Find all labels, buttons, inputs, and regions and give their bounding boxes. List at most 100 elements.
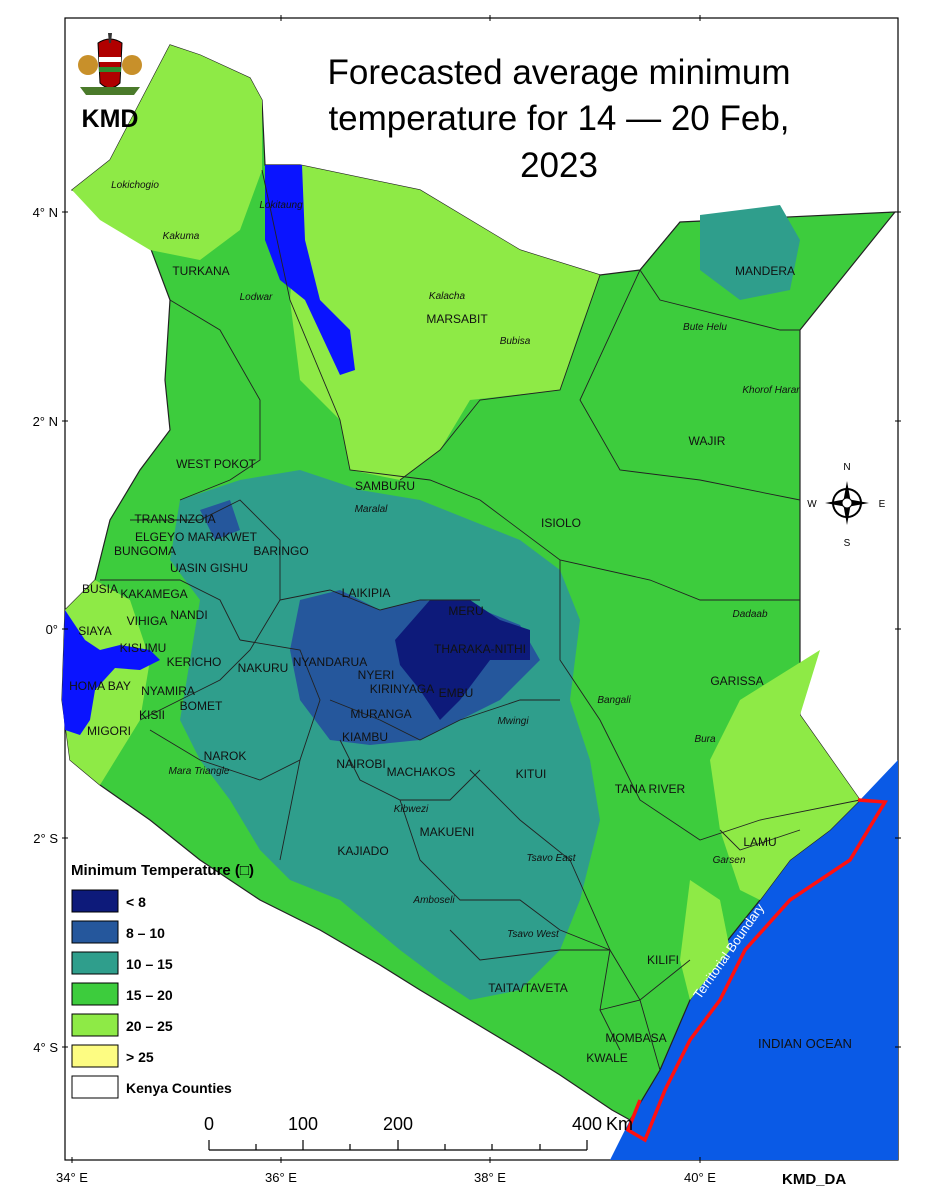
scale-tick: 0 [204, 1114, 214, 1134]
legend-counties-label: Kenya Counties [126, 1080, 232, 1096]
lon-label: 34° E [56, 1170, 88, 1185]
county-label: THARAKA-NITHI [434, 642, 526, 656]
scale-unit: Km [606, 1114, 633, 1134]
county-label: KITUI [516, 767, 547, 781]
town-label: Tsavo West [507, 929, 560, 940]
compass-s: S [844, 538, 851, 549]
map-title-line-3: 2023 [520, 146, 598, 185]
longitude-axis: 34° E 36° E 38° E 40° E [56, 15, 716, 1185]
county-label: BUNGOMA [114, 544, 176, 558]
scale-bar: 0 100 200 400 Km [204, 1114, 633, 1151]
county-label: TURKANA [172, 264, 229, 278]
town-label: Amboseli [412, 895, 455, 906]
legend-label: 20 – 25 [126, 1018, 173, 1034]
ocean-label: INDIAN OCEAN [758, 1036, 852, 1051]
county-label: MANDERA [735, 264, 795, 278]
county-label: MACHAKOS [387, 765, 456, 779]
compass-e: E [879, 499, 886, 510]
lake-victoria [62, 610, 160, 735]
town-label: Tsavo East [526, 853, 576, 864]
county-label: BUSIA [82, 582, 118, 596]
county-label: SAMBURU [355, 479, 415, 493]
scale-tick: 200 [383, 1114, 413, 1134]
county-label: GARISSA [710, 674, 763, 688]
county-label: EMBU [439, 686, 474, 700]
legend-label: < 8 [126, 894, 146, 910]
latitude-axis: 4° N 2° N 0° 2° S 4° S [33, 205, 901, 1055]
county-label: BOMET [180, 699, 223, 713]
town-label: Dadaab [732, 609, 767, 620]
town-label: Lodwar [240, 292, 273, 303]
town-label: Bubisa [500, 336, 531, 347]
town-label: Garsen [713, 855, 746, 866]
zone-8-10-west [200, 500, 240, 540]
scale-tick: 400 [572, 1114, 602, 1134]
zone-20-25 [62, 45, 860, 1000]
county-label: NAROK [204, 749, 247, 763]
map-title-line-2: temperature for 14 — 20 Feb, [328, 99, 789, 138]
county-label: KIRINYAGA [370, 682, 434, 696]
county-label: NAIROBI [336, 757, 385, 771]
county-label: WAJIR [689, 434, 726, 448]
county-label: NAKURU [238, 661, 289, 675]
town-label: Kalacha [429, 291, 466, 302]
town-label: Bute Helu [683, 322, 727, 333]
town-labels: Lokichogio Kakuma Lodwar Lokitaung Kalac… [111, 180, 800, 940]
county-label: UASIN GISHU [170, 561, 248, 575]
credit-label: KMD_DA [782, 1171, 846, 1188]
legend-label: 15 – 20 [126, 987, 173, 1003]
county-label: TRANS-NZOIA [134, 512, 215, 526]
county-label: SIAYA [78, 624, 112, 638]
county-label: LAIKIPIA [342, 586, 391, 600]
town-label: Mwingi [497, 716, 529, 727]
legend-swatch [71, 920, 119, 944]
county-label: KISII [139, 708, 165, 722]
kmd-logo-text: KMD [82, 105, 139, 133]
county-label: MOMBASA [605, 1031, 666, 1045]
county-label: NYAMIRA [141, 684, 195, 698]
legend-swatch [71, 1013, 119, 1037]
county-label: KWALE [586, 1051, 628, 1065]
county-label: NYERI [358, 668, 395, 682]
county-labels: TURKANA MARSABIT MANDERA WAJIR WEST POKO… [69, 264, 795, 1065]
county-label: KAKAMEGA [120, 587, 187, 601]
lon-label: 36° E [265, 1170, 297, 1185]
county-label: ELGEYO MARAKWET [135, 530, 258, 544]
town-label: Khorof Harar [742, 385, 800, 396]
town-label: Maralal [355, 504, 389, 515]
county-label: KERICHO [167, 655, 222, 669]
legend-label: 10 – 15 [126, 956, 173, 972]
legend-label: > 25 [126, 1049, 154, 1065]
compass-n: N [843, 462, 850, 473]
county-label: KIAMBU [342, 730, 388, 744]
lon-label: 40° E [684, 1170, 716, 1185]
town-label: Bura [694, 734, 716, 745]
map-title-line-1: Forecasted average minimum [328, 53, 791, 92]
lat-label: 4° S [33, 1040, 58, 1055]
lake-turkana [265, 165, 355, 375]
legend-swatch [71, 889, 119, 913]
lat-label: 2° S [33, 831, 58, 846]
zone-10-15-mandera [700, 205, 800, 300]
county-label: MERU [448, 604, 483, 618]
county-label: WEST POKOT [176, 457, 256, 471]
town-label: Mara Triangle [169, 766, 230, 777]
county-label: ISIOLO [541, 516, 581, 530]
town-label: Lokitaung [259, 200, 303, 211]
town-label: Bangali [597, 695, 631, 706]
lon-label: 38° E [474, 1170, 506, 1185]
territorial-boundary-line [625, 798, 888, 1143]
legend-swatch [71, 1044, 119, 1068]
town-label: Kibwezi [394, 804, 429, 815]
county-label: BARINGO [253, 544, 308, 558]
county-label: NANDI [170, 608, 207, 622]
county-label: MAKUENI [420, 825, 475, 839]
town-label: Kakuma [163, 231, 200, 242]
legend-swatch-counties [71, 1075, 119, 1099]
county-label: KISUMU [120, 641, 167, 655]
county-label: KAJIADO [337, 844, 388, 858]
lat-label: 4° N [33, 205, 58, 220]
county-label: TANA RIVER [615, 782, 686, 796]
legend-label: 8 – 10 [126, 925, 165, 941]
lat-label: 2° N [33, 414, 58, 429]
